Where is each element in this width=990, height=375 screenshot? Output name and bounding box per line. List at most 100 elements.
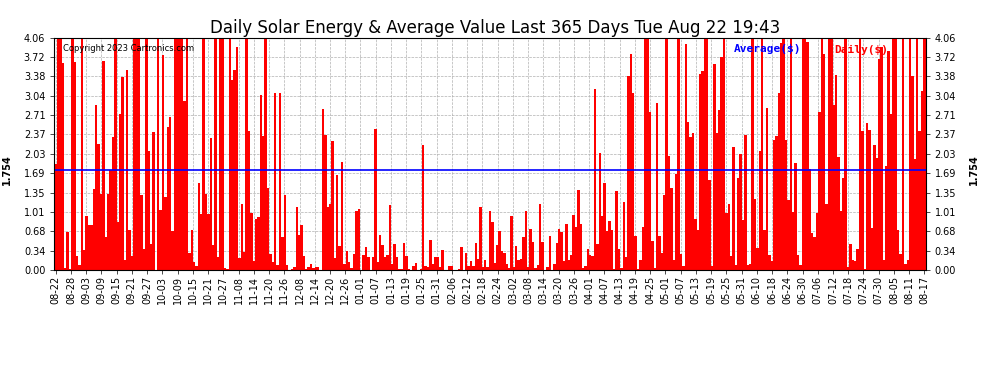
Bar — [858, 38, 861, 270]
Bar — [95, 105, 97, 270]
Bar — [895, 38, 897, 270]
Bar — [136, 38, 138, 270]
Bar — [692, 133, 694, 270]
Bar — [706, 38, 709, 270]
Bar — [498, 231, 501, 270]
Bar — [143, 249, 146, 270]
Bar — [542, 242, 544, 270]
Bar — [291, 269, 293, 270]
Bar — [765, 108, 768, 270]
Bar — [281, 237, 283, 270]
Bar — [372, 257, 374, 270]
Bar — [119, 114, 122, 270]
Bar — [567, 260, 570, 270]
Bar — [90, 225, 93, 270]
Bar — [887, 51, 890, 270]
Bar — [97, 144, 100, 270]
Bar — [846, 267, 849, 270]
Bar — [389, 205, 391, 270]
Bar — [255, 219, 257, 270]
Bar — [73, 63, 76, 270]
Bar — [477, 259, 479, 270]
Text: Daily($): Daily($) — [835, 45, 888, 54]
Bar — [296, 207, 298, 270]
Bar — [880, 47, 883, 270]
Bar — [763, 230, 765, 270]
Bar — [434, 257, 437, 270]
Bar — [591, 256, 594, 270]
Bar — [809, 169, 811, 270]
Bar — [849, 244, 851, 270]
Bar — [823, 54, 826, 270]
Bar — [530, 230, 532, 270]
Bar — [174, 38, 176, 270]
Bar — [718, 110, 721, 270]
Bar — [844, 38, 846, 270]
Bar — [790, 38, 792, 270]
Bar — [510, 216, 513, 270]
Bar — [207, 214, 210, 270]
Bar — [448, 266, 450, 270]
Bar — [420, 268, 422, 270]
Bar — [224, 268, 227, 270]
Bar — [202, 38, 205, 270]
Bar — [921, 91, 924, 270]
Bar — [821, 38, 823, 270]
Bar — [828, 38, 831, 270]
Bar — [239, 258, 241, 270]
Bar — [682, 266, 684, 270]
Bar — [863, 269, 866, 270]
Bar — [442, 250, 444, 270]
Bar — [491, 222, 494, 270]
Bar — [188, 253, 190, 270]
Text: 1.754: 1.754 — [2, 154, 12, 185]
Bar — [122, 77, 124, 270]
Bar — [775, 136, 778, 270]
Bar — [283, 195, 286, 270]
Bar — [620, 268, 623, 270]
Bar — [374, 129, 376, 270]
Bar — [210, 138, 212, 270]
Bar — [146, 38, 148, 270]
Bar — [200, 214, 202, 270]
Bar — [246, 38, 248, 270]
Bar — [384, 256, 386, 270]
Bar — [577, 190, 579, 270]
Bar — [916, 38, 919, 270]
Bar — [628, 76, 630, 270]
Bar — [346, 251, 348, 270]
Bar — [520, 259, 523, 270]
Bar — [344, 264, 346, 270]
Bar — [308, 267, 310, 270]
Bar — [704, 38, 706, 270]
Bar — [785, 140, 787, 270]
Bar — [811, 233, 814, 270]
Bar — [234, 70, 236, 270]
Bar — [248, 131, 250, 270]
Bar — [742, 219, 744, 270]
Bar — [792, 212, 794, 270]
Bar — [450, 266, 453, 270]
Bar — [701, 71, 704, 270]
Bar — [532, 242, 535, 270]
Bar — [546, 267, 548, 270]
Bar — [329, 204, 332, 270]
Bar — [396, 257, 398, 270]
Bar — [341, 162, 344, 270]
Bar — [723, 38, 725, 270]
Bar — [236, 47, 239, 270]
Bar — [159, 210, 161, 270]
Bar — [565, 224, 567, 270]
Bar — [680, 254, 682, 270]
Bar — [773, 141, 775, 270]
Bar — [875, 158, 878, 270]
Bar — [890, 114, 892, 270]
Bar — [303, 256, 305, 270]
Bar — [816, 213, 819, 270]
Bar — [257, 217, 259, 270]
Bar — [733, 147, 735, 270]
Bar — [599, 153, 601, 270]
Bar — [100, 194, 102, 270]
Bar — [668, 156, 670, 270]
Bar — [54, 164, 56, 270]
